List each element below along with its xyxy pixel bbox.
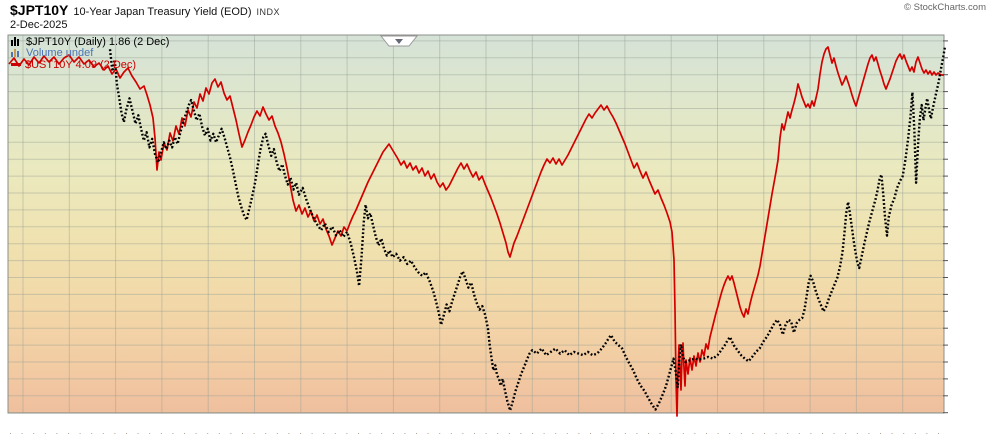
legend-row-price: $JPT10Y (Daily) 1.86 (2 Dec)	[11, 36, 169, 48]
chevron-down-icon	[395, 39, 403, 44]
plot-frame	[7, 34, 945, 414]
chart-date: 2-Dec-2025	[10, 19, 68, 31]
exchange-label: INDX	[256, 7, 281, 17]
chart-title: 10-Year Japan Treasury Yield (EOD)	[73, 6, 252, 18]
ticker-symbol: $JPT10Y	[10, 2, 69, 18]
chart-legend: $JPT10Y (Daily) 1.86 (2 Dec) Volume unde…	[11, 36, 169, 71]
chart-header: $JPT10Y 10-Year Japan Treasury Yield (EOD…	[10, 2, 280, 20]
y-axis-ticks	[943, 40, 948, 414]
plot-background	[8, 35, 944, 413]
ust10y-line	[8, 46, 944, 417]
red-line-icon	[11, 63, 21, 67]
jpt10y-line	[108, 47, 946, 412]
legend-volume-label: Volume undef	[26, 47, 94, 60]
copyright-text: © StockCharts.com	[904, 2, 986, 13]
price-bars-icon	[11, 37, 22, 47]
legend-price-label: $JPT10Y (Daily) 1.86 (2 Dec)	[26, 35, 170, 48]
legend-ust10y-label: $UST10Y 4.09 (2 Dec)	[25, 58, 137, 71]
legend-row-volume: Volume undef	[11, 47, 169, 60]
legend-row-ust10y: $UST10Y 4.09 (2 Dec)	[11, 59, 169, 71]
gridlines	[8, 35, 944, 414]
volume-bars-icon	[11, 49, 22, 58]
